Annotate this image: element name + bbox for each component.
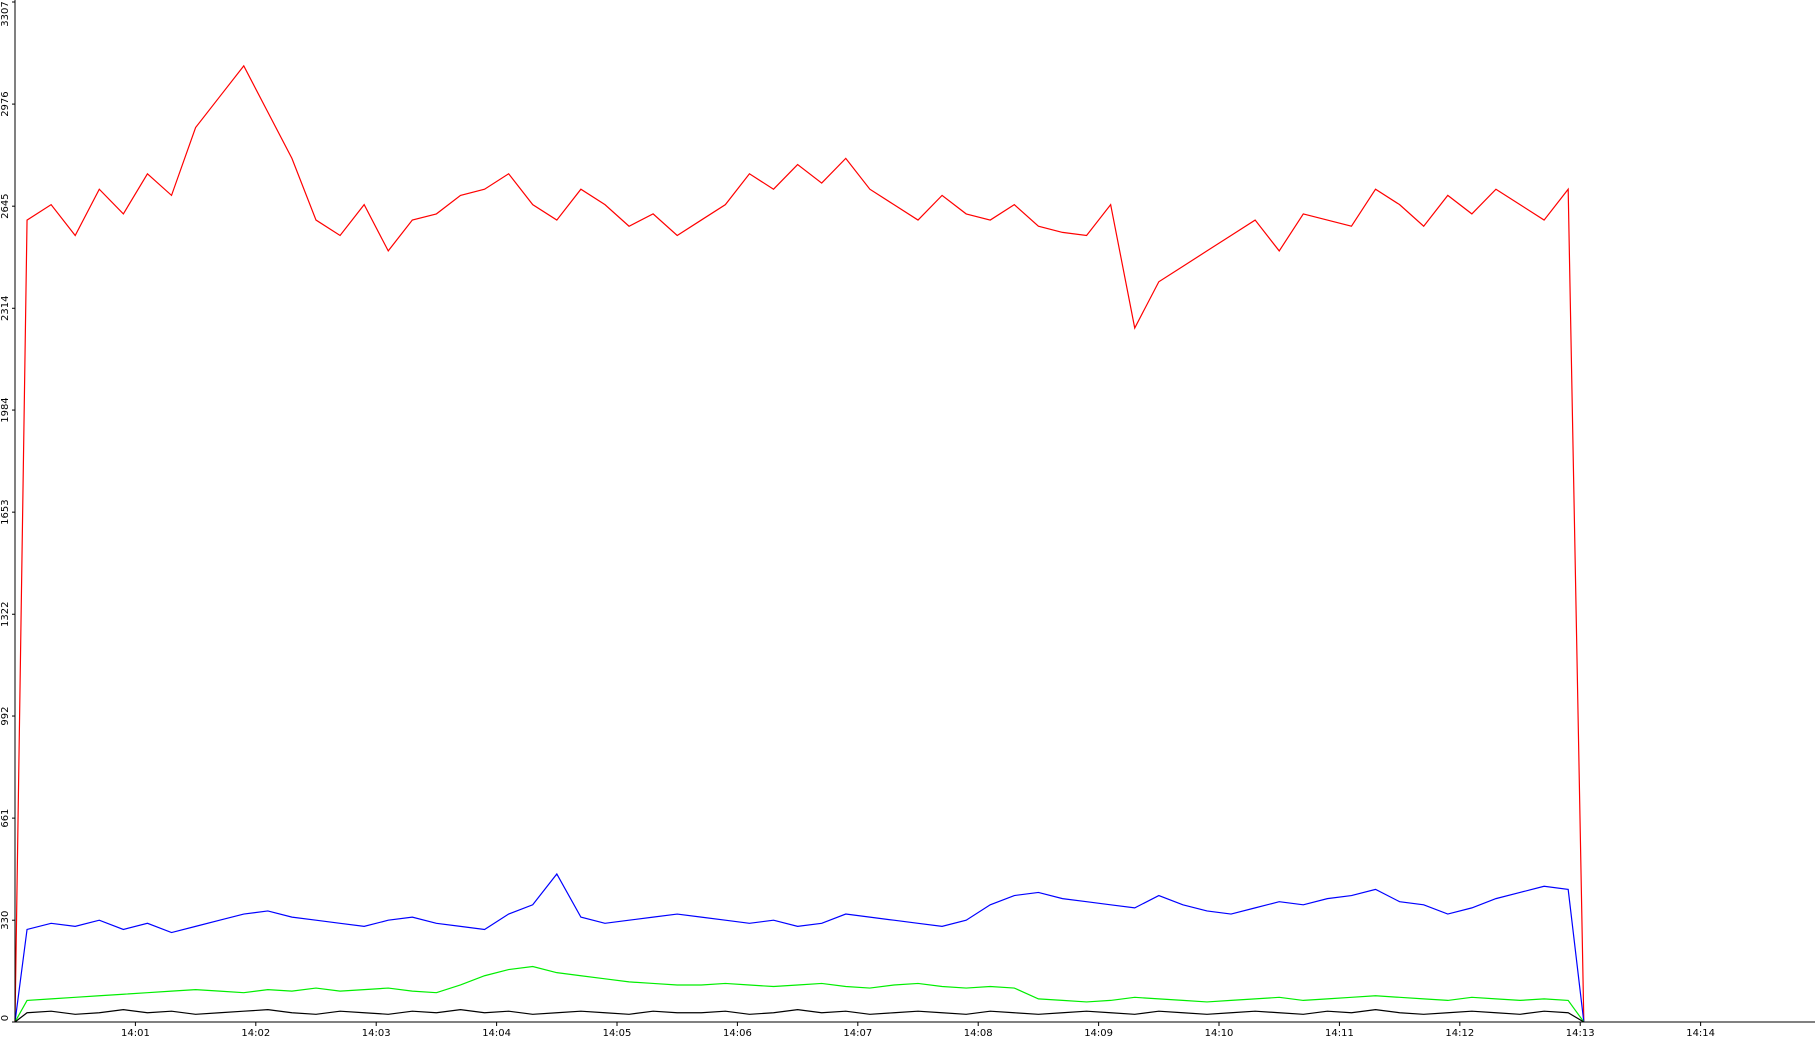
y-tick-label: 2645 — [0, 193, 11, 218]
y-tick-label: 0 — [0, 1015, 11, 1021]
y-tick-label: 1984 — [0, 397, 11, 422]
x-tick-label: 14:09 — [1084, 1028, 1113, 1039]
x-tick-label: 14:03 — [362, 1028, 391, 1039]
x-tick-label: 14:10 — [1205, 1028, 1234, 1039]
y-tick-label: 2976 — [0, 91, 11, 116]
y-tick-label: 3307 — [0, 1, 11, 26]
x-tick-label: 14:01 — [121, 1028, 150, 1039]
series-line — [14, 64, 1585, 1023]
x-tick-label: 14:12 — [1445, 1028, 1474, 1039]
x-tick-label: 14:08 — [964, 1028, 993, 1039]
x-tick-label: 14:07 — [843, 1028, 872, 1039]
y-tick-label: 992 — [0, 706, 11, 725]
x-tick-label: 14:04 — [482, 1028, 511, 1039]
y-tick-label: 1653 — [0, 499, 11, 524]
y-tick-label: 330 — [0, 911, 11, 930]
y-tick-label: 2314 — [0, 296, 11, 321]
series-line — [14, 872, 1585, 1023]
x-tick-label: 14:02 — [241, 1028, 270, 1039]
y-tick-label: 1322 — [0, 602, 11, 627]
x-tick-label: 14:14 — [1686, 1028, 1715, 1039]
y-tick-label: 661 — [0, 809, 11, 828]
x-tick-label: 14:11 — [1325, 1028, 1354, 1039]
x-tick-label: 14:06 — [723, 1028, 752, 1039]
x-tick-label: 14:05 — [603, 1028, 632, 1039]
series-line — [14, 1009, 1585, 1023]
series-line — [14, 965, 1585, 1023]
x-tick-label: 14:13 — [1566, 1028, 1595, 1039]
